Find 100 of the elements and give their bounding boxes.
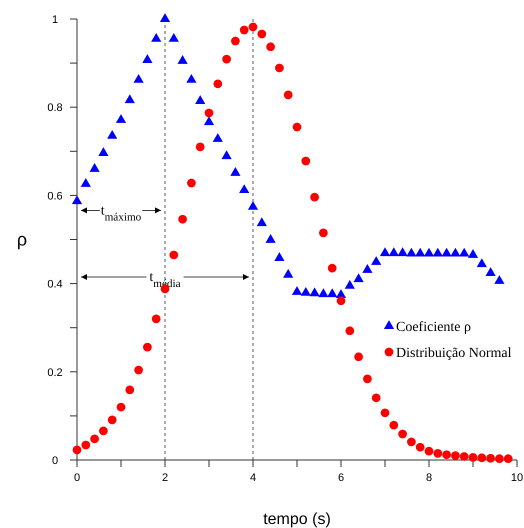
point xyxy=(142,54,152,63)
point xyxy=(354,352,363,362)
point xyxy=(432,248,443,257)
point xyxy=(495,454,504,464)
point xyxy=(292,286,302,295)
legend-label: Coeficiente ρ xyxy=(396,320,472,335)
point xyxy=(406,248,416,257)
point xyxy=(178,55,188,64)
point xyxy=(275,64,284,72)
point xyxy=(319,228,328,238)
point xyxy=(433,449,442,458)
y-tick-label: 1 xyxy=(52,14,58,26)
point xyxy=(380,247,390,256)
point xyxy=(451,451,460,460)
point xyxy=(98,147,108,156)
point xyxy=(168,32,179,42)
point xyxy=(90,163,100,172)
point xyxy=(125,386,134,394)
point xyxy=(231,36,240,46)
point xyxy=(362,264,372,273)
x-tick-label: 6 xyxy=(338,472,344,484)
point xyxy=(108,416,117,424)
point xyxy=(222,54,231,64)
y-tick-label: 0.4 xyxy=(47,278,63,291)
point xyxy=(336,296,346,306)
point xyxy=(134,74,144,83)
x-axis-title: tempo (s) xyxy=(263,511,331,528)
point xyxy=(134,366,143,374)
point xyxy=(195,95,206,104)
point xyxy=(196,142,205,152)
point xyxy=(257,30,266,38)
x-tick-label: 0 xyxy=(74,472,80,484)
point xyxy=(213,79,222,88)
point xyxy=(424,446,434,456)
point xyxy=(310,287,320,296)
point xyxy=(80,178,91,187)
point xyxy=(107,130,118,139)
point xyxy=(124,94,135,104)
point xyxy=(398,430,407,438)
point xyxy=(345,326,354,336)
point xyxy=(486,454,495,463)
point xyxy=(398,247,408,256)
point xyxy=(239,184,250,194)
point xyxy=(300,286,311,296)
point xyxy=(442,450,451,460)
point xyxy=(354,273,364,282)
point xyxy=(81,440,90,450)
point xyxy=(372,393,381,402)
point xyxy=(450,248,460,257)
legend-label: Distribuição Normal xyxy=(396,346,512,361)
x-tick-label: 8 xyxy=(426,472,432,484)
point xyxy=(204,108,214,118)
point xyxy=(344,280,355,289)
y-axis-title: ρ xyxy=(16,230,28,250)
y-tick-label: 0 xyxy=(52,455,58,467)
point xyxy=(90,434,99,444)
annotation: t$_{máximo}$ xyxy=(100,203,142,224)
point xyxy=(380,408,390,418)
point xyxy=(274,252,284,261)
point xyxy=(284,90,293,100)
x-tick-label: 4 xyxy=(250,472,256,484)
point xyxy=(442,248,452,257)
point xyxy=(389,420,398,430)
point xyxy=(318,288,328,298)
point xyxy=(204,116,214,126)
y-tick-label: 0.8 xyxy=(47,102,63,114)
point xyxy=(212,133,223,142)
point xyxy=(169,250,178,260)
point xyxy=(283,268,294,278)
point xyxy=(371,256,382,265)
point xyxy=(152,314,161,324)
point xyxy=(248,22,258,32)
x-tick-label: 10 xyxy=(510,472,524,484)
point xyxy=(143,342,152,352)
point xyxy=(388,247,399,256)
point xyxy=(363,374,372,384)
point xyxy=(486,267,496,276)
point xyxy=(160,13,170,22)
point xyxy=(230,167,240,176)
point xyxy=(187,178,196,188)
point xyxy=(327,288,338,298)
point xyxy=(266,42,275,52)
point xyxy=(240,26,249,34)
point xyxy=(310,192,319,202)
point xyxy=(256,217,267,226)
point xyxy=(99,426,108,436)
point xyxy=(151,32,162,42)
point xyxy=(407,438,416,446)
point xyxy=(459,248,470,257)
point xyxy=(477,453,486,462)
point xyxy=(72,445,82,454)
x-tick-label: 2 xyxy=(162,472,168,484)
point xyxy=(494,275,504,284)
point xyxy=(222,150,232,160)
point xyxy=(476,258,487,268)
point xyxy=(248,200,258,210)
point xyxy=(424,248,434,257)
point xyxy=(116,114,126,123)
point xyxy=(328,264,337,273)
point xyxy=(178,214,187,224)
